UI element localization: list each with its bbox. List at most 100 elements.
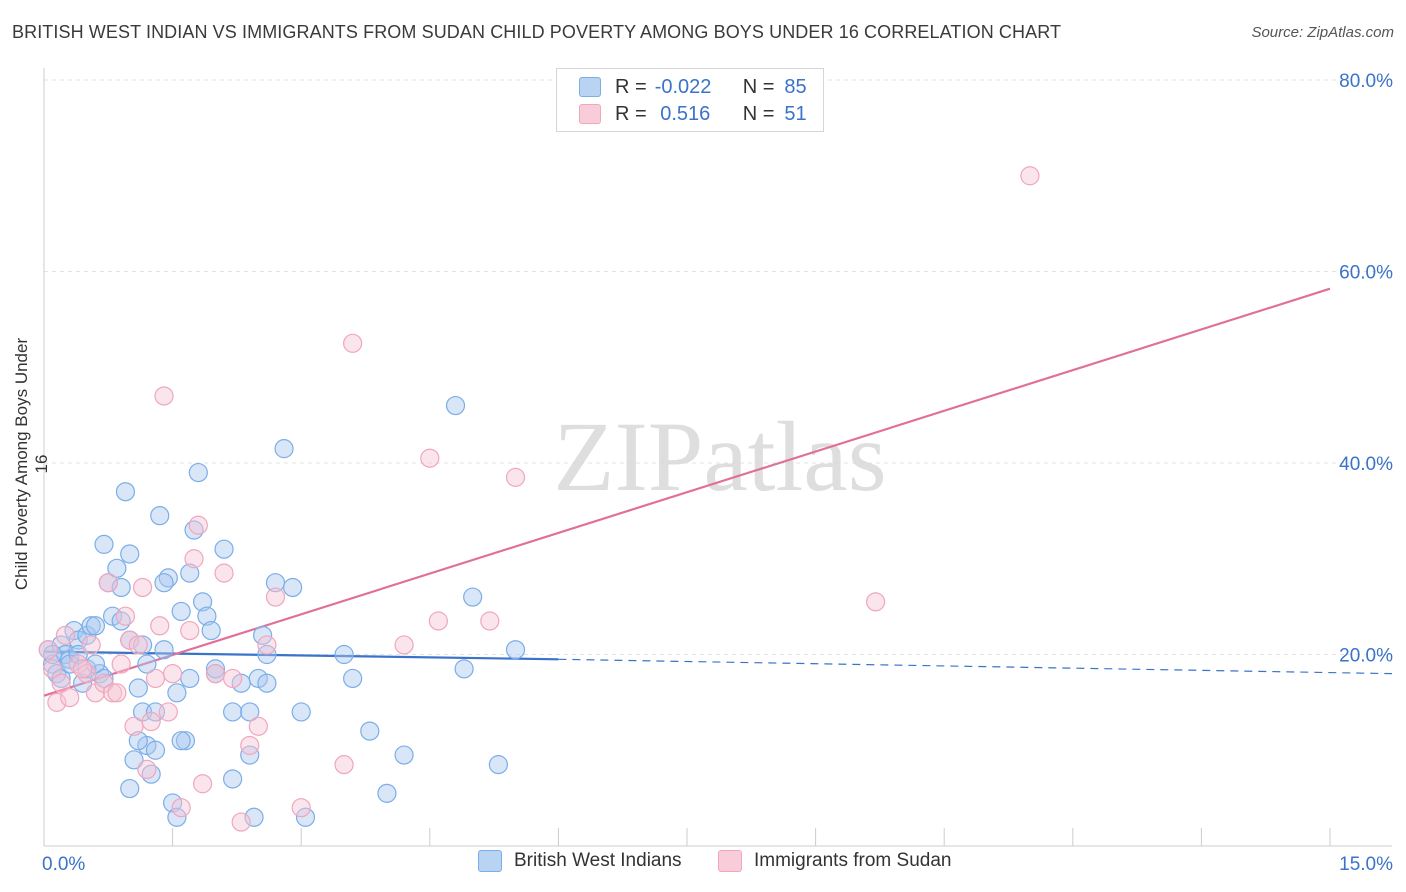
point-bwi xyxy=(171,601,191,622)
tick-labels: 20.0% 40.0% 60.0% 80.0% 0.0% 15.0% xyxy=(42,71,1393,875)
point-sudan xyxy=(154,386,174,406)
legend-label-sudan: Immigrants from Sudan xyxy=(754,850,952,871)
point-sudan xyxy=(394,635,414,655)
point-sudan xyxy=(132,577,153,598)
y-tick-label: 20.0% xyxy=(1339,646,1393,667)
point-sudan xyxy=(81,635,101,655)
point-bwi xyxy=(214,539,234,559)
legend-swatch-bwi xyxy=(478,850,502,872)
point-bwi xyxy=(167,807,187,827)
point-sudan xyxy=(428,611,448,631)
grid-lines xyxy=(44,79,1392,655)
point-bwi xyxy=(463,587,483,607)
legend-swatch-bwi xyxy=(579,77,601,97)
point-sudan xyxy=(102,683,123,703)
point-sudan xyxy=(291,798,311,818)
point-bwi xyxy=(253,625,273,645)
point-sudan xyxy=(257,635,277,655)
point-bwi xyxy=(132,635,153,655)
chart-title: BRITISH WEST INDIAN VS IMMIGRANTS FROM S… xyxy=(12,22,1062,42)
point-sudan xyxy=(1020,166,1040,186)
point-bwi xyxy=(150,506,170,526)
point-bwi xyxy=(154,573,174,593)
point-bwi xyxy=(205,659,226,679)
x-tick-label: 0.0% xyxy=(42,854,85,875)
point-bwi xyxy=(377,783,397,803)
point-sudan xyxy=(866,592,886,612)
point-sudan xyxy=(420,448,440,468)
point-sudan xyxy=(193,774,213,794)
point-bwi xyxy=(175,731,196,751)
point-bwi xyxy=(295,807,316,827)
point-bwi xyxy=(343,668,363,689)
point-sudan xyxy=(98,573,118,593)
legend-r-label: R = xyxy=(615,102,647,125)
point-sudan xyxy=(42,659,63,679)
point-sudan xyxy=(60,687,80,708)
legend-swatch-sudan xyxy=(718,850,742,872)
point-sudan xyxy=(124,716,144,736)
point-bwi xyxy=(188,462,208,483)
point-bwi xyxy=(171,731,191,751)
legend-item-bwi: British West Indians xyxy=(478,850,682,872)
point-bwi xyxy=(201,620,221,641)
y-tick-label: 80.0% xyxy=(1339,71,1393,92)
point-bwi xyxy=(488,755,508,775)
trend-line-sudan xyxy=(43,287,1331,697)
point-sudan xyxy=(115,606,136,626)
point-bwi xyxy=(154,640,174,660)
point-bwi xyxy=(81,616,101,636)
point-bwi xyxy=(283,577,303,598)
point-sudan xyxy=(55,625,76,645)
legend-row-bwi: R = -0.022 N = 85 xyxy=(579,74,807,100)
point-sudan xyxy=(163,664,183,684)
correlation-legend: R = -0.022 N = 85 R = 0.516 N = 51 xyxy=(556,68,824,132)
point-bwi xyxy=(445,395,466,416)
point-bwi xyxy=(193,592,213,612)
point-bwi xyxy=(85,616,106,636)
legend-n-value: 51 xyxy=(784,102,807,125)
point-bwi xyxy=(223,702,243,722)
legend-r-label: R = xyxy=(615,75,647,98)
point-sudan xyxy=(180,620,200,641)
point-bwi xyxy=(274,439,294,459)
point-bwi xyxy=(505,640,526,660)
point-bwi xyxy=(454,659,474,679)
point-bwi xyxy=(291,702,311,722)
point-sudan xyxy=(38,640,58,660)
point-sudan xyxy=(480,611,500,631)
point-bwi xyxy=(223,769,243,789)
legend-item-sudan: Immigrants from Sudan xyxy=(718,850,951,872)
point-sudan xyxy=(334,755,354,775)
legend-n-label: N = xyxy=(742,75,775,98)
point-bwi xyxy=(94,534,114,554)
data-points xyxy=(38,166,1040,832)
legend-swatch-sudan xyxy=(579,104,601,124)
legend-label-bwi: British West Indians xyxy=(514,850,682,871)
point-sudan xyxy=(231,812,251,832)
chart-source: Source: ZipAtlas.com xyxy=(1251,24,1394,41)
point-sudan xyxy=(265,587,286,607)
point-bwi xyxy=(115,482,136,502)
point-sudan xyxy=(223,668,243,689)
point-sudan xyxy=(47,692,67,712)
point-bwi xyxy=(128,731,148,751)
point-sudan xyxy=(171,798,191,818)
point-sudan xyxy=(128,635,148,655)
point-bwi xyxy=(257,673,277,693)
point-sudan xyxy=(188,515,208,535)
legend-r-value: 0.516 xyxy=(654,102,711,125)
point-sudan xyxy=(72,659,93,679)
point-sudan xyxy=(145,668,166,689)
point-bwi xyxy=(197,606,217,626)
point-sudan xyxy=(343,333,363,353)
point-bwi xyxy=(244,807,264,827)
legend-n-label: N = xyxy=(742,102,775,125)
point-bwi xyxy=(124,750,144,770)
point-sudan xyxy=(184,549,204,569)
point-bwi xyxy=(128,678,148,698)
point-sudan xyxy=(248,716,268,736)
point-bwi xyxy=(145,740,166,760)
y-tick-label: 40.0% xyxy=(1339,454,1393,475)
legend-r-value: -0.022 xyxy=(654,75,712,98)
